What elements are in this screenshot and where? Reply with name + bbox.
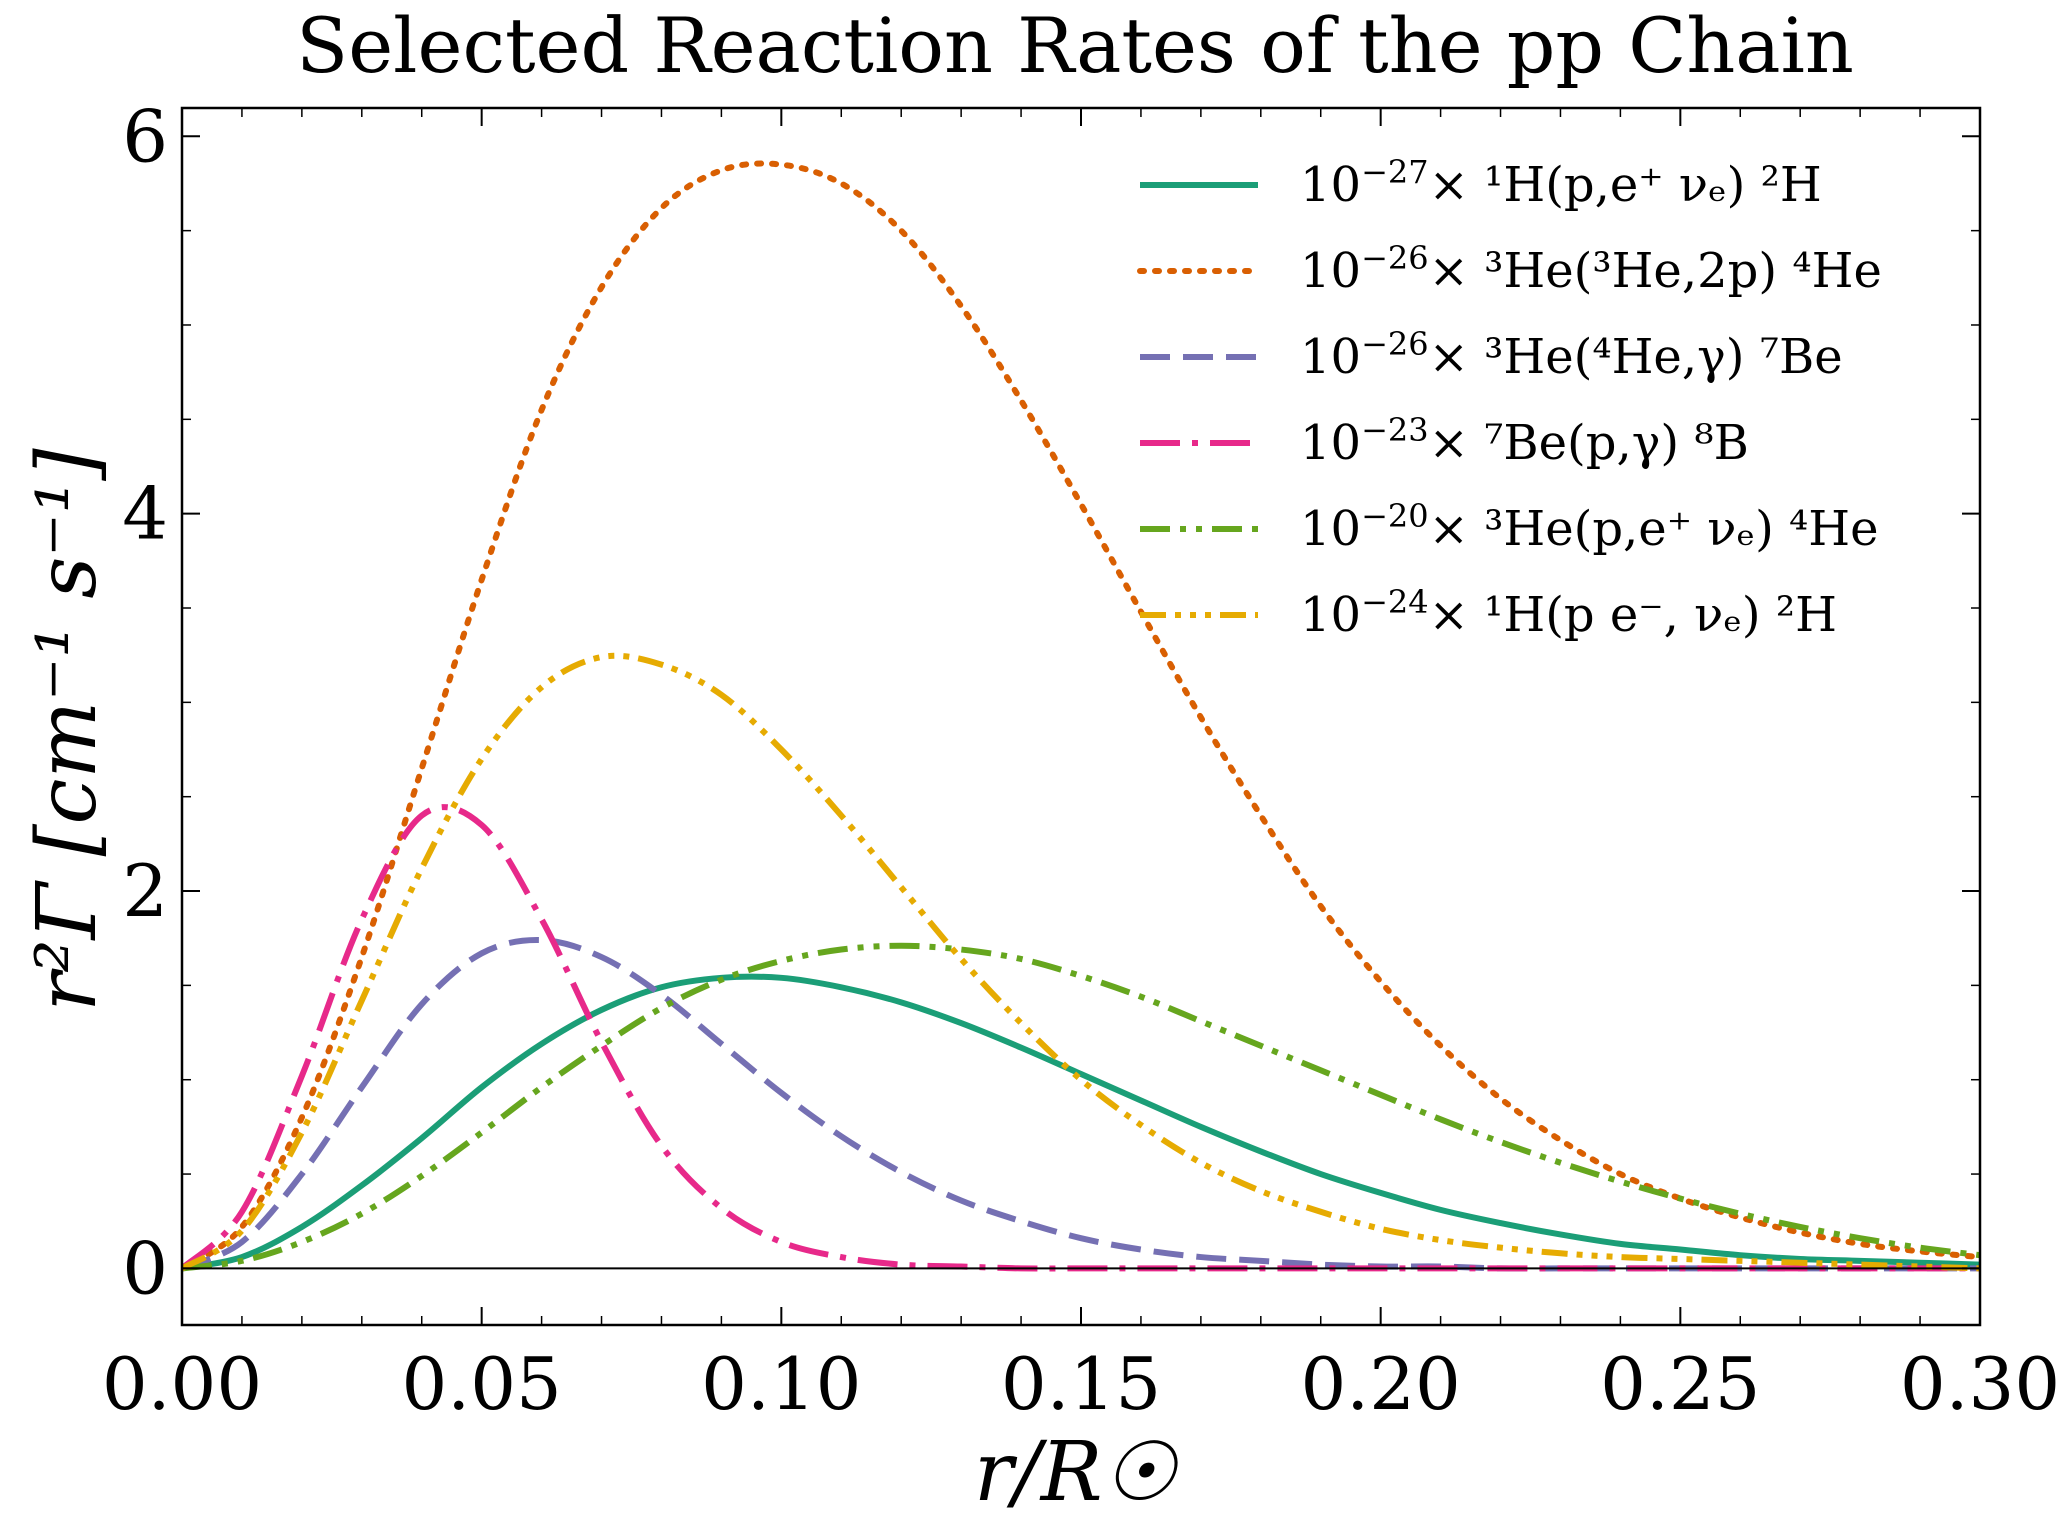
y-tick-label: 0 <box>122 1226 168 1310</box>
x-tick-label: 0.30 <box>1900 1342 2056 1426</box>
legend: 10−27× ¹H(p,e⁺ νₑ) ²H 10−26× ³He(³He,2p) … <box>1137 153 1882 643</box>
legend-label-1: 10−27× ¹H(p,e⁺ νₑ) ²H <box>1300 153 1822 213</box>
series-line-1 <box>182 973 1980 1272</box>
x-tick-label: 0.25 <box>1600 1342 1760 1426</box>
x-tick-label: 0.20 <box>1301 1342 1461 1426</box>
x-tick-label: 0.15 <box>1001 1342 1161 1426</box>
legend-label-3: 10−26× ³He(⁴He,γ) ⁷Be <box>1300 325 1843 385</box>
y-axis-label: r²Γ [cm⁻¹ s⁻¹] <box>20 447 115 1011</box>
series-line-6 <box>182 652 1980 1272</box>
series-line-3 <box>182 937 1980 1272</box>
legend-label-4: 10−23× ⁷Be(p,γ) ⁸B <box>1300 411 1749 471</box>
y-tick-label: 4 <box>122 472 168 556</box>
x-axis-label: r/R☉ <box>974 1425 1180 1520</box>
legend-label-5: 10−20× ³He(p,e⁺ νₑ) ⁴He <box>1300 497 1879 557</box>
legend-label-6: 10−24× ¹H(p e⁻, νₑ) ²H <box>1300 583 1837 643</box>
chart-title: Selected Reaction Rates of the pp Chain <box>296 1 1854 90</box>
y-tick-label: 6 <box>122 94 168 178</box>
axes-layer: 0.00 0.05 0.10 0.15 0.20 0.25 0.30 0 2 4 6 <box>102 94 2056 1426</box>
series-line-2 <box>182 160 1980 1272</box>
x-tick-label: 0.00 <box>102 1342 262 1426</box>
x-tick-label: 0.10 <box>701 1342 861 1426</box>
y-tick-label: 2 <box>122 849 168 933</box>
series-line-5 <box>182 942 1980 1272</box>
legend-label-2: 10−26× ³He(³He,2p) ⁴He <box>1300 239 1882 299</box>
series-line-4 <box>182 804 1980 1272</box>
x-tick-label: 0.05 <box>402 1342 562 1426</box>
